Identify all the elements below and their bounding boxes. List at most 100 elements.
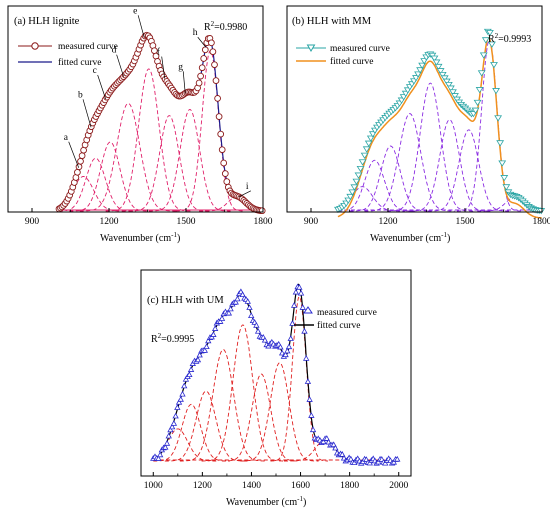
panel-b-point-40 — [416, 67, 425, 74]
panel-c-point-3 — [155, 455, 162, 461]
panel-b-point-70 — [477, 70, 486, 77]
panel-c-point-18 — [181, 382, 188, 389]
panel-c-point-45 — [227, 305, 234, 312]
panel-b-point-41 — [418, 62, 427, 69]
panel-b-point-76 — [490, 62, 498, 69]
panel-b-xtick-label-1200: 1200 — [379, 217, 398, 227]
panel-b-ticks: 900 1200 1500 1800 — [304, 208, 550, 227]
panel-a-peak-leader-g — [182, 71, 186, 94]
panel-a-peak-leader-e — [137, 15, 145, 38]
panel-c-point-26 — [194, 356, 202, 363]
panel-c-point-9 — [165, 432, 172, 439]
panel-a-peak-label-a: a — [64, 133, 69, 143]
panel-b-peak-3 — [349, 145, 432, 212]
panel-b-peak-4 — [364, 113, 455, 212]
panel-c-xtick-label-1600: 1600 — [291, 481, 310, 491]
legend-label-measured-c: measured curve — [317, 308, 377, 318]
panel-b-xtick-label-1500: 1500 — [456, 217, 475, 227]
panel-a-point-92 — [197, 72, 204, 80]
panel-b-point-14 — [362, 146, 371, 153]
panel-b-point-69 — [475, 87, 484, 94]
panel-b-plot — [334, 28, 546, 219]
panel-a-xtick-label-1500: 1500 — [177, 217, 196, 227]
panel-b-xtick-label-900: 900 — [304, 217, 319, 227]
panel-a-peak-label-d: d — [112, 46, 117, 56]
panel-c-point-61 — [254, 327, 262, 334]
panel-c-r2: R2=0.9995 — [151, 332, 194, 345]
panel-a-peak-label-h: h — [193, 28, 198, 38]
panel-a-peak-label-e: e — [133, 6, 137, 16]
panel-c-point-77 — [282, 351, 289, 358]
panel-c-title: (c) HLH with UM — [147, 295, 224, 306]
panel-b-peak-8 — [457, 39, 522, 212]
panel-c-point-55 — [244, 298, 251, 304]
panel-b-point-52 — [440, 75, 449, 82]
panel-a-peak-8 — [175, 50, 245, 212]
panel-c-plot — [150, 283, 401, 466]
panel-b-point-48 — [432, 59, 441, 66]
panel-b-legend: measured curve fitted curve — [296, 44, 390, 67]
legend-label-fitted-b: fitted curve — [330, 56, 374, 67]
panel-b-point-77 — [492, 88, 500, 95]
panel-b-point-67 — [471, 107, 480, 114]
panel-a-point-14 — [77, 157, 84, 165]
panel-a-point-91 — [195, 79, 203, 87]
panel-b-point-55 — [446, 85, 455, 92]
panel-a-point-103 — [214, 95, 221, 102]
panel-c-peak-4 — [179, 349, 267, 462]
panel-c-point-85 — [296, 283, 303, 290]
panel-c-xtick-label-1000: 1000 — [144, 481, 163, 491]
panel-c-point-4 — [156, 451, 164, 458]
panel-a-r2: R2=0.9980 — [204, 20, 247, 33]
panel-c-point-15 — [175, 398, 183, 405]
panel-c-peak-1 — [153, 428, 219, 462]
panel-a-point-95 — [201, 46, 209, 54]
panel-c-point-80 — [287, 335, 294, 341]
panel-c-point-91 — [306, 396, 313, 402]
panel-c-point-74 — [277, 343, 284, 350]
panel-b-point-54 — [444, 81, 453, 89]
panel-c-point-93 — [309, 426, 317, 433]
legend-label-fitted-c: fitted curve — [317, 320, 361, 331]
panel-a-point-99 — [208, 39, 215, 47]
panel-c-xtick-label-1200: 1200 — [193, 481, 212, 491]
panel-b-xlabel: Wavenumber (cm-1) — [370, 231, 450, 244]
panel-a-peak-leader-h — [197, 36, 207, 48]
panel-c-xtick-label-1400: 1400 — [242, 481, 261, 491]
panel-b-point-81 — [500, 175, 509, 182]
panel-c-point-57 — [248, 312, 255, 319]
panel-b-point-16 — [366, 135, 375, 142]
panel-b-point-99 — [537, 208, 546, 215]
panel-a-point-105 — [217, 130, 225, 138]
panel-c-point-35 — [210, 331, 217, 337]
panel-c-point-32 — [205, 337, 212, 344]
panel-a-peak-label-g: g — [178, 62, 183, 72]
panel-c-point-87 — [299, 304, 306, 310]
panel-a-peak-leader-i — [238, 190, 252, 198]
panel-c-point-39 — [217, 318, 224, 324]
panel-a-peak-label-i: i — [246, 182, 249, 192]
panel-c-point-22 — [187, 366, 195, 372]
panel-a-peak-7 — [148, 109, 231, 212]
panel-a-xlabel: Wavenumber (cm-1) — [100, 231, 180, 244]
panel-c-point-60 — [253, 321, 260, 328]
panel-b-point-80 — [498, 160, 507, 167]
panel-c-point-117 — [351, 459, 358, 466]
panel-a-point-107 — [220, 159, 228, 167]
panel-c-point-79 — [285, 343, 293, 350]
legend-marker-measured-c — [303, 306, 313, 314]
panel-c-point-16 — [177, 395, 184, 402]
panel-a-plot: a b c d e f g h i — [55, 6, 266, 215]
panel-b-frame — [286, 5, 543, 213]
panel-c-point-140 — [390, 458, 397, 465]
panel-b-point-6 — [346, 193, 355, 201]
panel-c-point-90 — [304, 378, 312, 384]
panel-a-peak-label-c: c — [93, 66, 97, 76]
panel-a-point-94 — [200, 55, 208, 62]
panel-b-point-12 — [358, 159, 367, 166]
panel-b: 900 1200 1500 1800 (b) HLH with MM R2=0.999… — [286, 5, 550, 244]
panel-a-xtick-label-1200: 1200 — [100, 217, 119, 227]
panel-b-point-13 — [360, 152, 369, 159]
panel-c-peak-7 — [240, 362, 319, 462]
panel-a-ticks: 900 1200 1500 1800 — [25, 208, 273, 227]
